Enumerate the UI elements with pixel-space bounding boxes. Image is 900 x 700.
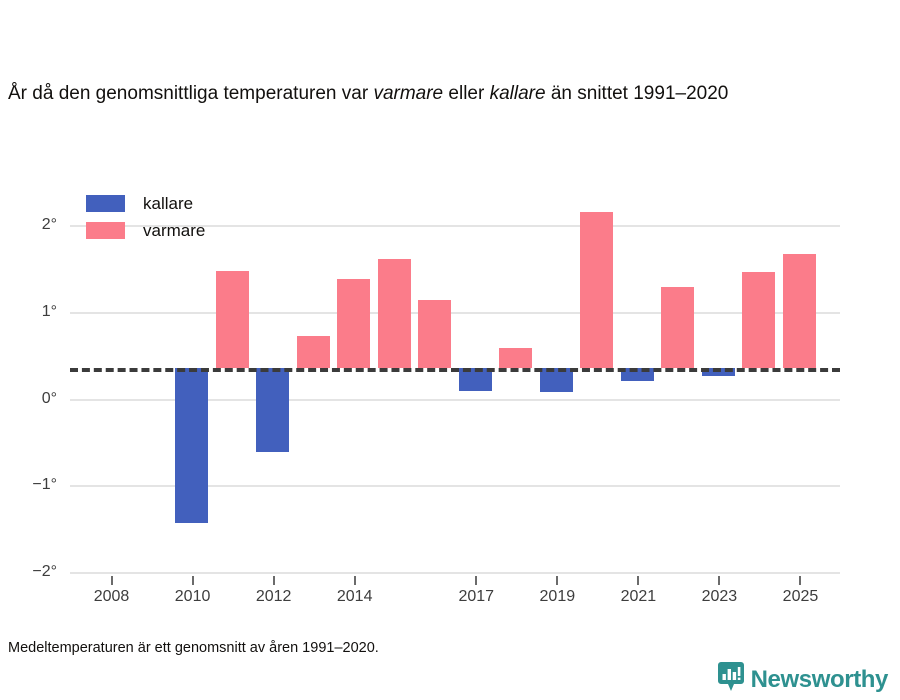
subtitle-emphasis-colder: kallare — [489, 83, 546, 104]
newsworthy-logo-icon — [717, 662, 744, 697]
bar-2024[interactable] — [742, 272, 776, 369]
x-axis-line — [70, 572, 840, 574]
x-axis-tick-mark — [718, 576, 721, 585]
x-axis-tick-mark — [556, 576, 559, 585]
bar-2012[interactable] — [256, 368, 290, 453]
gridline — [70, 485, 840, 488]
chart-legend: kallare varmare — [86, 190, 205, 244]
subtitle-emphasis-warmer: varmare — [373, 83, 444, 104]
brand-name: Newsworthy — [750, 665, 889, 693]
y-axis-tick-label: −1° — [32, 476, 57, 494]
x-axis-tick-label: 2010 — [174, 588, 211, 605]
baseline-reference-line — [70, 368, 840, 373]
chart-footnote: Medeltemperaturen är ett genomsnitt av å… — [8, 640, 379, 656]
bar-2013[interactable] — [296, 336, 330, 369]
gridline — [70, 225, 840, 228]
y-axis-tick-label: −2° — [32, 563, 57, 580]
x-axis-tick-label: 2012 — [255, 588, 292, 605]
legend-swatch-varmare — [86, 222, 125, 239]
x-axis-tick-label: 2014 — [336, 588, 373, 605]
y-axis-tick-label: 1° — [41, 303, 57, 320]
plot-area — [70, 195, 840, 574]
bar-2015[interactable] — [377, 259, 411, 369]
legend-item-varmare[interactable]: varmare — [86, 217, 205, 244]
legend-label: varmare — [143, 220, 206, 240]
x-axis-tick-mark — [353, 576, 356, 585]
x-axis-tick-label: 2023 — [701, 588, 738, 605]
bar-2020[interactable] — [580, 212, 614, 369]
x-axis-tick-mark — [110, 576, 113, 585]
x-axis-tick-label: 2008 — [93, 588, 130, 605]
x-axis-tick-mark — [637, 576, 640, 585]
subtitle-text-2: eller — [443, 83, 490, 104]
brand-logo[interactable]: Newsworthy — [717, 662, 889, 697]
gridline — [70, 398, 840, 401]
bar-2016[interactable] — [418, 299, 452, 369]
gridline — [70, 312, 840, 314]
bar-2019[interactable] — [539, 368, 573, 392]
y-axis-tick-label: 2° — [41, 216, 57, 234]
bar-2011[interactable] — [215, 271, 249, 369]
bar-2018[interactable] — [499, 348, 533, 369]
x-axis-tick-label: 2021 — [620, 588, 657, 605]
bar-2014[interactable] — [337, 279, 371, 369]
bar-2022[interactable] — [661, 286, 695, 369]
bar-2010[interactable] — [175, 368, 209, 524]
bar-2017[interactable] — [458, 368, 492, 391]
bar-2025[interactable] — [782, 253, 816, 369]
legend-swatch-kallare — [86, 195, 125, 212]
x-axis-tick-label: 2019 — [539, 588, 576, 605]
x-axis-tick-label: 2025 — [782, 588, 819, 605]
x-axis-tick-label: 2017 — [458, 588, 495, 605]
x-axis-tick-mark — [272, 576, 275, 585]
x-axis-tick-mark — [191, 576, 194, 585]
x-axis-tick-mark — [799, 576, 802, 585]
y-axis-tick-label: 0° — [41, 389, 57, 407]
chart-subtitle: År då den genomsnittliga temperaturen va… — [8, 80, 858, 108]
legend-item-kallare[interactable]: kallare — [86, 190, 205, 217]
x-axis-tick-mark — [475, 576, 478, 585]
legend-label: kallare — [143, 193, 194, 213]
subtitle-text-1: År då den genomsnittliga temperaturen va… — [8, 83, 374, 104]
subtitle-text-3: än snittet 1991–2020 — [545, 83, 729, 104]
